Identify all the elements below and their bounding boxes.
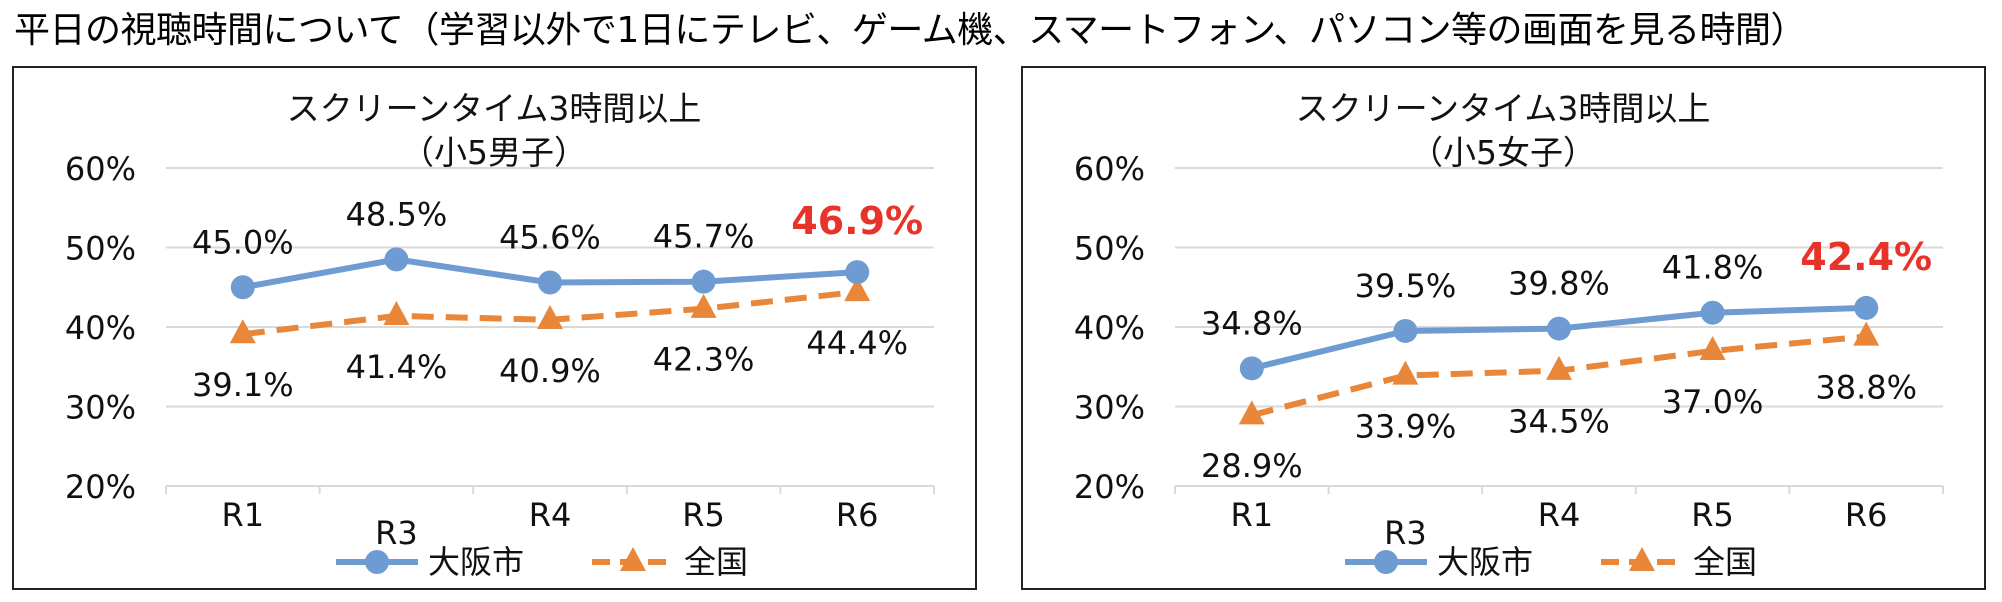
y-tick-label: 20% [65,468,136,506]
chart-title: スクリーンタイム3時間以上 [1296,89,1711,128]
data-point-marker [1547,316,1571,341]
data-label: 44.4% [806,324,908,362]
data-label: 48.5% [346,195,448,233]
data-label: 45.6% [499,218,601,256]
legend-label-osaka: 大阪市 [428,543,524,581]
legend-marker-osaka [1374,550,1398,574]
data-label: 39.8% [1508,265,1610,303]
data-point-marker [1392,360,1419,385]
x-tick-label: R6 [836,496,879,534]
data-point-marker [229,319,256,344]
data-label: 39.1% [192,366,294,404]
legend-label-national: 全国 [684,543,748,581]
data-label: 40.9% [499,352,601,390]
data-label-highlight: 46.9% [791,199,923,243]
data-label: 39.5% [1355,267,1457,305]
data-label: 34.5% [1508,403,1610,441]
x-tick-label: R5 [1691,496,1734,534]
y-tick-label: 20% [1074,468,1145,506]
y-tick-label: 60% [1074,150,1145,188]
y-tick-label: 60% [65,150,136,188]
page-title: 平日の視聴時間について（学習以外で1日にテレビ、ゲーム機、スマートフォン、パソコ… [14,10,1807,51]
data-point-marker [1699,335,1726,360]
data-label: 37.0% [1662,383,1764,421]
data-point-marker [844,277,871,302]
chart-boys: スクリーンタイム3時間以上 （小5男子） 20% 30% 40% 50% 60% R1 R3 R4… [65,89,935,581]
y-tick-label: 50% [1074,230,1145,268]
data-label-highlight: 42.4% [1800,235,1932,279]
y-tick-label: 40% [65,309,136,347]
chart-subtitle: （小5男子） [401,133,587,172]
legend-marker-national [620,547,646,571]
chart-girls: スクリーンタイム3時間以上 （小5女子） 20% 30% 40% 50% 60% R1 R3 R4… [1074,89,1944,581]
x-tick-label: R3 [1384,514,1427,552]
data-point-marker [690,293,717,318]
legend-label-osaka: 大阪市 [1437,543,1533,581]
x-tick-label: R1 [1231,496,1274,534]
data-label: 45.0% [192,223,294,261]
y-tick-label: 30% [1074,389,1145,427]
data-label: 41.8% [1662,249,1764,287]
data-point-marker [1853,321,1880,346]
chart-panel-girls: スクリーンタイム3時間以上 （小5女子） 20% 30% 40% 50% 60% R1 R3 R4… [1021,66,1986,590]
data-label: 28.9% [1201,447,1303,485]
data-label: 38.8% [1815,369,1917,407]
x-tick-label: R4 [529,496,572,534]
chart-subtitle: （小5女子） [1410,133,1596,172]
data-point-marker [1238,400,1265,425]
x-tick-label: R6 [1845,496,1888,534]
chart-title: スクリーンタイム3時間以上 [287,89,702,128]
x-tick-label: R1 [222,496,265,534]
data-point-marker [1854,295,1879,320]
data-point-marker [1700,300,1725,325]
x-tick-label: R4 [1538,496,1581,534]
x-tick-label: R3 [375,514,418,552]
data-label: 41.4% [346,348,448,386]
x-tick-label: R5 [682,496,725,534]
data-label: 45.7% [653,218,755,256]
y-tick-label: 40% [1074,309,1145,347]
data-point-marker [384,247,409,272]
legend-label-national: 全国 [1693,543,1757,581]
data-point-marker [691,269,716,294]
y-tick-label: 50% [65,230,136,268]
legend-marker-national [1629,547,1655,571]
data-label: 34.8% [1201,304,1303,342]
data-point-marker [845,260,870,285]
data-point-marker [230,275,255,300]
data-point-marker [538,270,562,295]
chart-panel-boys: スクリーンタイム3時間以上 （小5男子） 20% 30% 40% 50% 60% R1 R3 R4… [12,66,977,590]
data-label: 42.3% [653,341,755,379]
data-point-marker [1546,355,1572,380]
data-point-marker [1239,356,1264,381]
data-point-marker [383,300,410,325]
data-label: 33.9% [1355,407,1457,445]
data-point-marker [1393,318,1418,343]
y-tick-label: 30% [65,389,136,427]
data-point-marker [537,304,563,329]
legend-marker-osaka [365,550,389,574]
